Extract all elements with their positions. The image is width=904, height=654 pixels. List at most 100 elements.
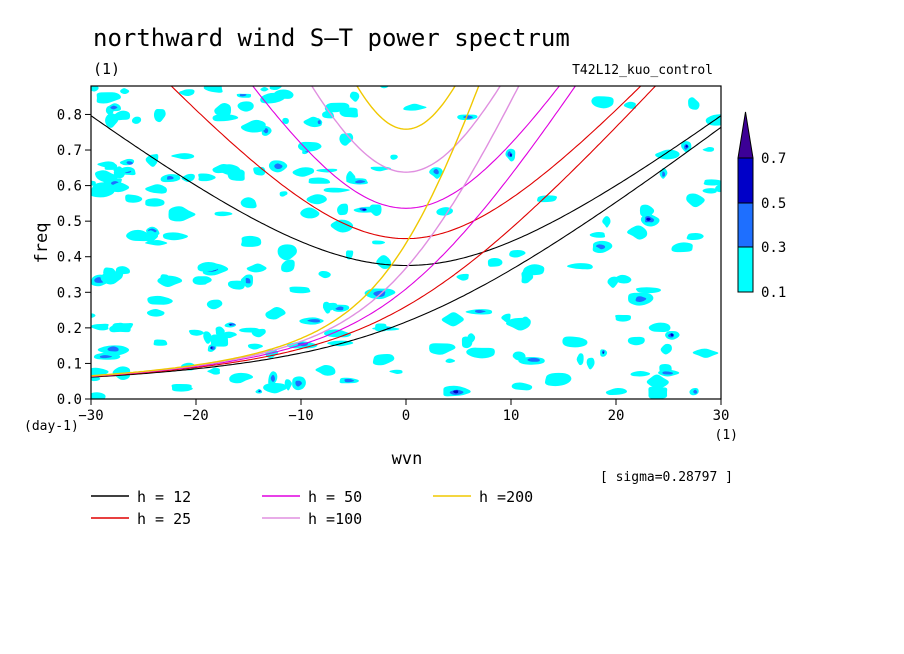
colorbar-label: 0.1 bbox=[761, 285, 786, 301]
contour-blob bbox=[509, 153, 512, 157]
contour-blob bbox=[607, 276, 619, 288]
legend-label: h =100 bbox=[308, 510, 362, 528]
contour-blob bbox=[671, 242, 693, 253]
contour-blob bbox=[662, 171, 666, 177]
contour-blob bbox=[171, 153, 195, 160]
contour-blob bbox=[511, 382, 533, 391]
contour-blob bbox=[527, 357, 540, 362]
contour-blob bbox=[91, 185, 115, 198]
contour-blob bbox=[662, 371, 674, 375]
contour-blob bbox=[589, 232, 606, 238]
contour-blob bbox=[295, 380, 302, 387]
y-tick-label: 0.0 bbox=[57, 392, 82, 408]
contour-blob bbox=[91, 376, 101, 382]
y-tick-label: 0.6 bbox=[57, 179, 82, 195]
contour-blob bbox=[322, 110, 335, 119]
contour-blob bbox=[198, 173, 216, 182]
contour-blob bbox=[605, 387, 628, 396]
dispersion-curve bbox=[310, 86, 502, 173]
contour-blob bbox=[635, 287, 661, 294]
y-axis-units: (day-1) bbox=[24, 419, 79, 434]
contour-blob bbox=[323, 187, 350, 193]
contour-blob bbox=[153, 108, 166, 123]
colorbar-swatch bbox=[737, 246, 754, 293]
contour-blob bbox=[686, 193, 705, 208]
contour-blob bbox=[335, 306, 344, 311]
contour-blob bbox=[390, 154, 398, 160]
contour-blob bbox=[509, 250, 526, 258]
contour-blob bbox=[178, 89, 195, 97]
contour-blob bbox=[648, 322, 671, 333]
contour-blob bbox=[96, 92, 122, 104]
contour-blob bbox=[344, 378, 355, 383]
contour-blob bbox=[175, 385, 193, 391]
x-tick-label: 0 bbox=[402, 408, 410, 424]
contour-blob bbox=[100, 271, 124, 285]
contour-blob bbox=[214, 211, 233, 217]
contour-blob bbox=[544, 372, 572, 387]
contour-blob bbox=[113, 167, 133, 173]
contour-blob bbox=[297, 141, 322, 152]
y-tick-label: 0.1 bbox=[57, 356, 82, 372]
x-axis-label: wvn bbox=[392, 449, 423, 469]
contour-blob bbox=[162, 232, 189, 241]
contour-blob bbox=[91, 180, 96, 186]
contour-blob bbox=[126, 229, 152, 242]
x-tick-label: −10 bbox=[288, 408, 313, 424]
contour-blob bbox=[586, 357, 595, 370]
contour-blob bbox=[246, 263, 267, 273]
dispersion-curve bbox=[170, 86, 642, 240]
colorbar-label: 0.7 bbox=[761, 151, 786, 167]
legend-label: h = 12 bbox=[137, 488, 191, 506]
contour-blob bbox=[245, 278, 251, 284]
contour-blob bbox=[562, 336, 588, 348]
contour-blob bbox=[153, 339, 168, 346]
contour-blob bbox=[126, 161, 133, 165]
contour-blob bbox=[501, 313, 511, 323]
contour-blob bbox=[639, 204, 655, 218]
contour-blob bbox=[206, 299, 223, 310]
contour-blob bbox=[107, 346, 119, 352]
x-tick-label: 10 bbox=[503, 408, 520, 424]
contour-blob bbox=[274, 163, 283, 170]
contour-blob bbox=[715, 183, 721, 193]
contour-blob bbox=[646, 217, 651, 221]
contour-blob bbox=[203, 86, 223, 93]
contour-blob bbox=[627, 336, 645, 346]
contour-blob bbox=[241, 235, 262, 247]
contour-blob bbox=[110, 105, 118, 110]
contour-blob bbox=[429, 343, 456, 355]
dispersion-curve-layer bbox=[91, 86, 721, 378]
contour-blob bbox=[160, 274, 170, 285]
contour-blob bbox=[346, 171, 356, 183]
x-tick-label: −20 bbox=[183, 408, 208, 424]
contour-blob bbox=[210, 334, 229, 347]
contour-blob bbox=[237, 101, 254, 112]
y-tick-label: 0.7 bbox=[57, 143, 82, 159]
contour-blob bbox=[166, 176, 174, 180]
contour-blob bbox=[318, 270, 331, 279]
contour-blob bbox=[91, 86, 99, 92]
contour-blob bbox=[239, 327, 261, 333]
contour-blob bbox=[307, 319, 320, 323]
contour-blob bbox=[602, 216, 611, 228]
contour-blob bbox=[306, 194, 327, 205]
contour-blob bbox=[456, 273, 469, 281]
contour-blob bbox=[685, 144, 688, 148]
contour-blob bbox=[239, 94, 247, 97]
dispersion-curve bbox=[91, 86, 577, 377]
chart-title: northward wind S–T power spectrum bbox=[93, 24, 570, 52]
sigma-note: [ sigma=0.28797 ] bbox=[600, 470, 733, 485]
contour-blob bbox=[109, 322, 131, 333]
contour-blob bbox=[94, 170, 119, 183]
contour-blob bbox=[362, 208, 367, 211]
axis-ticks: −30 −20 −10 0 10 20 30 0.0 0.1 0.2 0.3 0.4 0.5 0.6 0.7… bbox=[57, 107, 730, 424]
contour-blob bbox=[702, 146, 715, 152]
legend: h = 12 h = 25 h = 50 h =100 h =200 bbox=[91, 488, 533, 528]
contour-blob bbox=[145, 198, 165, 207]
y-tick-label: 0.8 bbox=[57, 107, 82, 123]
colorbar-label: 0.5 bbox=[761, 196, 786, 212]
contour-blob bbox=[487, 257, 503, 267]
contour-blob bbox=[145, 184, 167, 194]
